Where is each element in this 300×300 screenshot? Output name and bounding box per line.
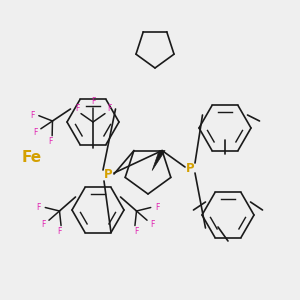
Text: F: F: [41, 220, 46, 229]
Text: P: P: [186, 161, 194, 175]
Text: F: F: [107, 104, 111, 113]
Text: Fe: Fe: [22, 151, 42, 166]
Text: F: F: [48, 137, 52, 146]
Text: F: F: [134, 227, 138, 236]
Text: F: F: [75, 104, 79, 113]
Text: P: P: [104, 169, 112, 182]
Text: F: F: [37, 203, 41, 212]
Text: F: F: [33, 128, 37, 137]
Text: F: F: [30, 111, 34, 120]
Text: F: F: [150, 220, 154, 229]
Text: F: F: [91, 97, 95, 106]
Text: F: F: [155, 203, 159, 212]
Polygon shape: [152, 151, 165, 171]
Text: F: F: [58, 227, 62, 236]
